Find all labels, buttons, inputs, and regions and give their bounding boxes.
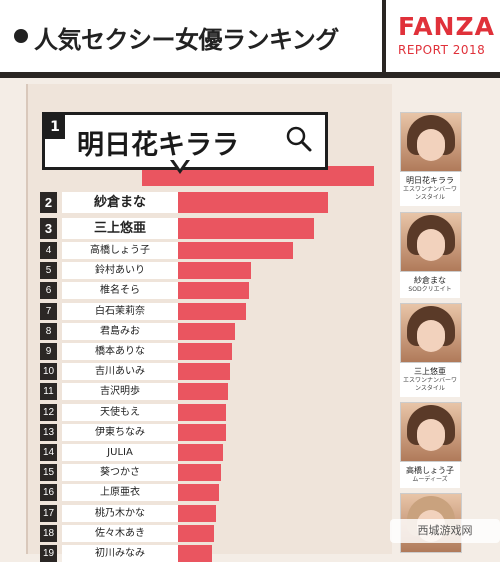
- portrait-name: 三上悠亜: [414, 367, 446, 376]
- rank-number: 3: [40, 218, 57, 239]
- watermark: 西城游戏网: [390, 519, 500, 543]
- portrait-card: 三上悠亜 エスワンナンバーワンスタイル: [400, 303, 462, 397]
- portrait-card: 紗倉まな SODクリエイト: [400, 212, 462, 298]
- rank-number: 4: [40, 242, 57, 259]
- portrait-name: 紗倉まな: [414, 276, 446, 285]
- face-shape: [417, 229, 445, 261]
- portrait-name: 高橋しょう子: [406, 466, 454, 475]
- rank-number: 10: [40, 363, 57, 381]
- actress-name: JULIA: [62, 444, 178, 461]
- bullet-icon: [14, 29, 28, 43]
- portrait-photo: [400, 212, 462, 272]
- actress-name: 吉川あいみ: [62, 363, 178, 381]
- portrait-card: 高橋しょう子 ムーディーズ: [400, 402, 462, 488]
- search-icon: [286, 126, 312, 152]
- actress-name: 桃乃木かな: [62, 504, 178, 522]
- portrait-name: 明日花キララ: [406, 176, 454, 185]
- portrait-photo: [400, 303, 462, 363]
- brand-subtitle: REPORT 2018: [398, 43, 486, 57]
- actress-name: 橋本ありな: [62, 343, 178, 360]
- portrait-label: ムーディーズ: [412, 476, 448, 483]
- bar-3: [142, 218, 314, 239]
- actress-name: 佐々木あき: [62, 524, 178, 542]
- portrait-label: エスワンナンバーワンスタイル: [402, 186, 457, 201]
- actress-name: 鈴村あいり: [62, 262, 178, 280]
- rank-number: 7: [40, 302, 57, 320]
- actress-name: 白石茉莉奈: [62, 302, 178, 320]
- rank-number: 18: [40, 524, 57, 542]
- actress-name: 椎名そら: [62, 282, 178, 300]
- rank-number: 17: [40, 504, 57, 522]
- actress-name: 三上悠亜: [62, 218, 178, 239]
- rank-number: 14: [40, 444, 57, 461]
- portrait-caption: 紗倉まな SODクリエイト: [400, 272, 460, 298]
- actress-name: 上原亜衣: [62, 484, 178, 502]
- rank-number: 5: [40, 262, 57, 280]
- portrait-caption: 三上悠亜 エスワンナンバーワンスタイル: [400, 363, 460, 397]
- actress-name: 君島みお: [62, 322, 178, 340]
- rank-number: 16: [40, 484, 57, 502]
- rank-number: 8: [40, 322, 57, 340]
- rank-number: 2: [40, 192, 57, 213]
- actress-name: 高橋しょう子: [62, 242, 178, 259]
- callout-rank-badge: 1: [45, 115, 65, 139]
- portrait-photo: [400, 402, 462, 462]
- actress-name: 葵つかさ: [62, 464, 178, 482]
- actress-name: 初川みなみ: [62, 545, 178, 562]
- rank-number: 9: [40, 343, 57, 360]
- portrait-label: エスワンナンバーワンスタイル: [402, 377, 457, 392]
- portrait-photo: [400, 112, 462, 172]
- rank-number: 15: [40, 464, 57, 482]
- face-shape: [417, 419, 445, 451]
- rank-number: 12: [40, 403, 57, 421]
- rank-number: 19: [40, 545, 57, 562]
- header: 人気セクシー女優ランキング FANZA REPORT 2018: [0, 0, 500, 78]
- portrait-label: SODクリエイト: [408, 286, 452, 293]
- actress-name: 天使もえ: [62, 403, 178, 421]
- actress-name: 伊東ちなみ: [62, 423, 178, 441]
- bar-4: [142, 242, 293, 259]
- bar-1: [142, 166, 374, 186]
- portrait-card: 明日花キララ エスワンナンバーワンスタイル: [400, 112, 462, 206]
- brand-logo: FANZA: [398, 12, 495, 41]
- callout-tail-inner: [173, 159, 187, 169]
- rank-number: 13: [40, 423, 57, 441]
- header-divider: [382, 0, 386, 72]
- actress-name: 紗倉まな: [62, 192, 178, 213]
- callout-name: 明日花キララ: [77, 130, 239, 161]
- rank-number: 6: [40, 282, 57, 300]
- rank-number: 11: [40, 383, 57, 401]
- page-title: 人気セクシー女優ランキング: [34, 26, 339, 54]
- portrait-caption: 明日花キララ エスワンナンバーワンスタイル: [400, 172, 460, 206]
- portrait-caption: 高橋しょう子 ムーディーズ: [400, 462, 460, 488]
- bar-2: [142, 192, 328, 213]
- face-shape: [417, 129, 445, 161]
- actress-name: 吉沢明歩: [62, 383, 178, 401]
- face-shape: [417, 320, 445, 352]
